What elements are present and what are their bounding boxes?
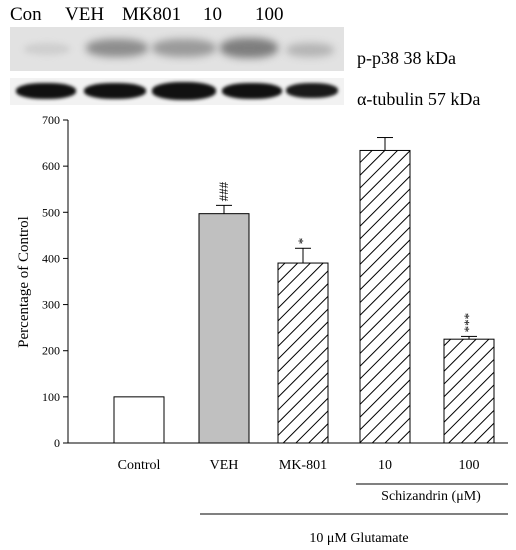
- y-tick-label-700: 700: [42, 113, 60, 127]
- y-tick-label-0: 0: [54, 436, 60, 450]
- schizandrin-group-label: Schizandrin (μM): [381, 489, 481, 504]
- y-axis-label: Percentage of Control: [16, 216, 32, 348]
- y-tick-label-300: 300: [42, 298, 60, 312]
- tubulin-label: α-tubulin 57 kDa: [357, 89, 481, 109]
- p-p38-band-100: [286, 43, 334, 57]
- lane-label-100: 100: [255, 4, 284, 25]
- p-p38-band-veh: [86, 39, 148, 57]
- chart-axes: 0 100 200 300 400 500 600 700 Control VEH MK-801 10…: [42, 113, 508, 515]
- significance-4: ***: [461, 313, 476, 333]
- x-tick-label-4: 100: [459, 458, 480, 473]
- x-tick-label-2: MK-801: [279, 458, 327, 473]
- y-tick-label-400: 400: [42, 251, 60, 265]
- y-tick-label-200: 200: [42, 344, 60, 358]
- lane-label-mk801: MK801: [122, 4, 182, 25]
- chart-bars: [113, 137, 495, 444]
- bar-1: [198, 213, 250, 444]
- tubulin-blot-strip: [10, 78, 344, 105]
- bar-3: [359, 149, 411, 444]
- tubulin-band-10: [222, 83, 282, 99]
- p-p38-band-10: [220, 38, 278, 58]
- x-tick-label-3: 10: [378, 458, 392, 473]
- y-tick-label-100: 100: [42, 390, 60, 404]
- tubulin-band-mk801: [152, 82, 216, 100]
- lane-label-con: Con: [10, 4, 42, 25]
- p-p38-blot-strip: [10, 27, 344, 71]
- tubulin-band-veh: [84, 83, 146, 99]
- bar-0: [113, 396, 165, 444]
- p-p38-band-con: [24, 43, 70, 55]
- lane-label-veh: VEH: [65, 4, 105, 25]
- significance-2: *: [295, 238, 310, 245]
- tubulin-band-con: [16, 83, 76, 99]
- chart-annotations: ###****: [216, 181, 476, 332]
- x-tick-label-1: VEH: [210, 458, 239, 473]
- tubulin-band-100: [286, 83, 338, 98]
- lane-label-10: 10: [203, 4, 222, 25]
- glutamate-group-label: 10 μM Glutamate: [309, 531, 408, 546]
- bar-2: [277, 262, 329, 444]
- y-tick-label-600: 600: [42, 159, 60, 173]
- p-p38-label: p-p38 38 kDa: [357, 48, 456, 68]
- significance-1: ###: [216, 181, 231, 201]
- y-tick-label-500: 500: [42, 205, 60, 219]
- bar-4: [443, 338, 495, 444]
- p-p38-band-mk801: [152, 39, 216, 57]
- x-tick-label-0: Control: [118, 458, 161, 473]
